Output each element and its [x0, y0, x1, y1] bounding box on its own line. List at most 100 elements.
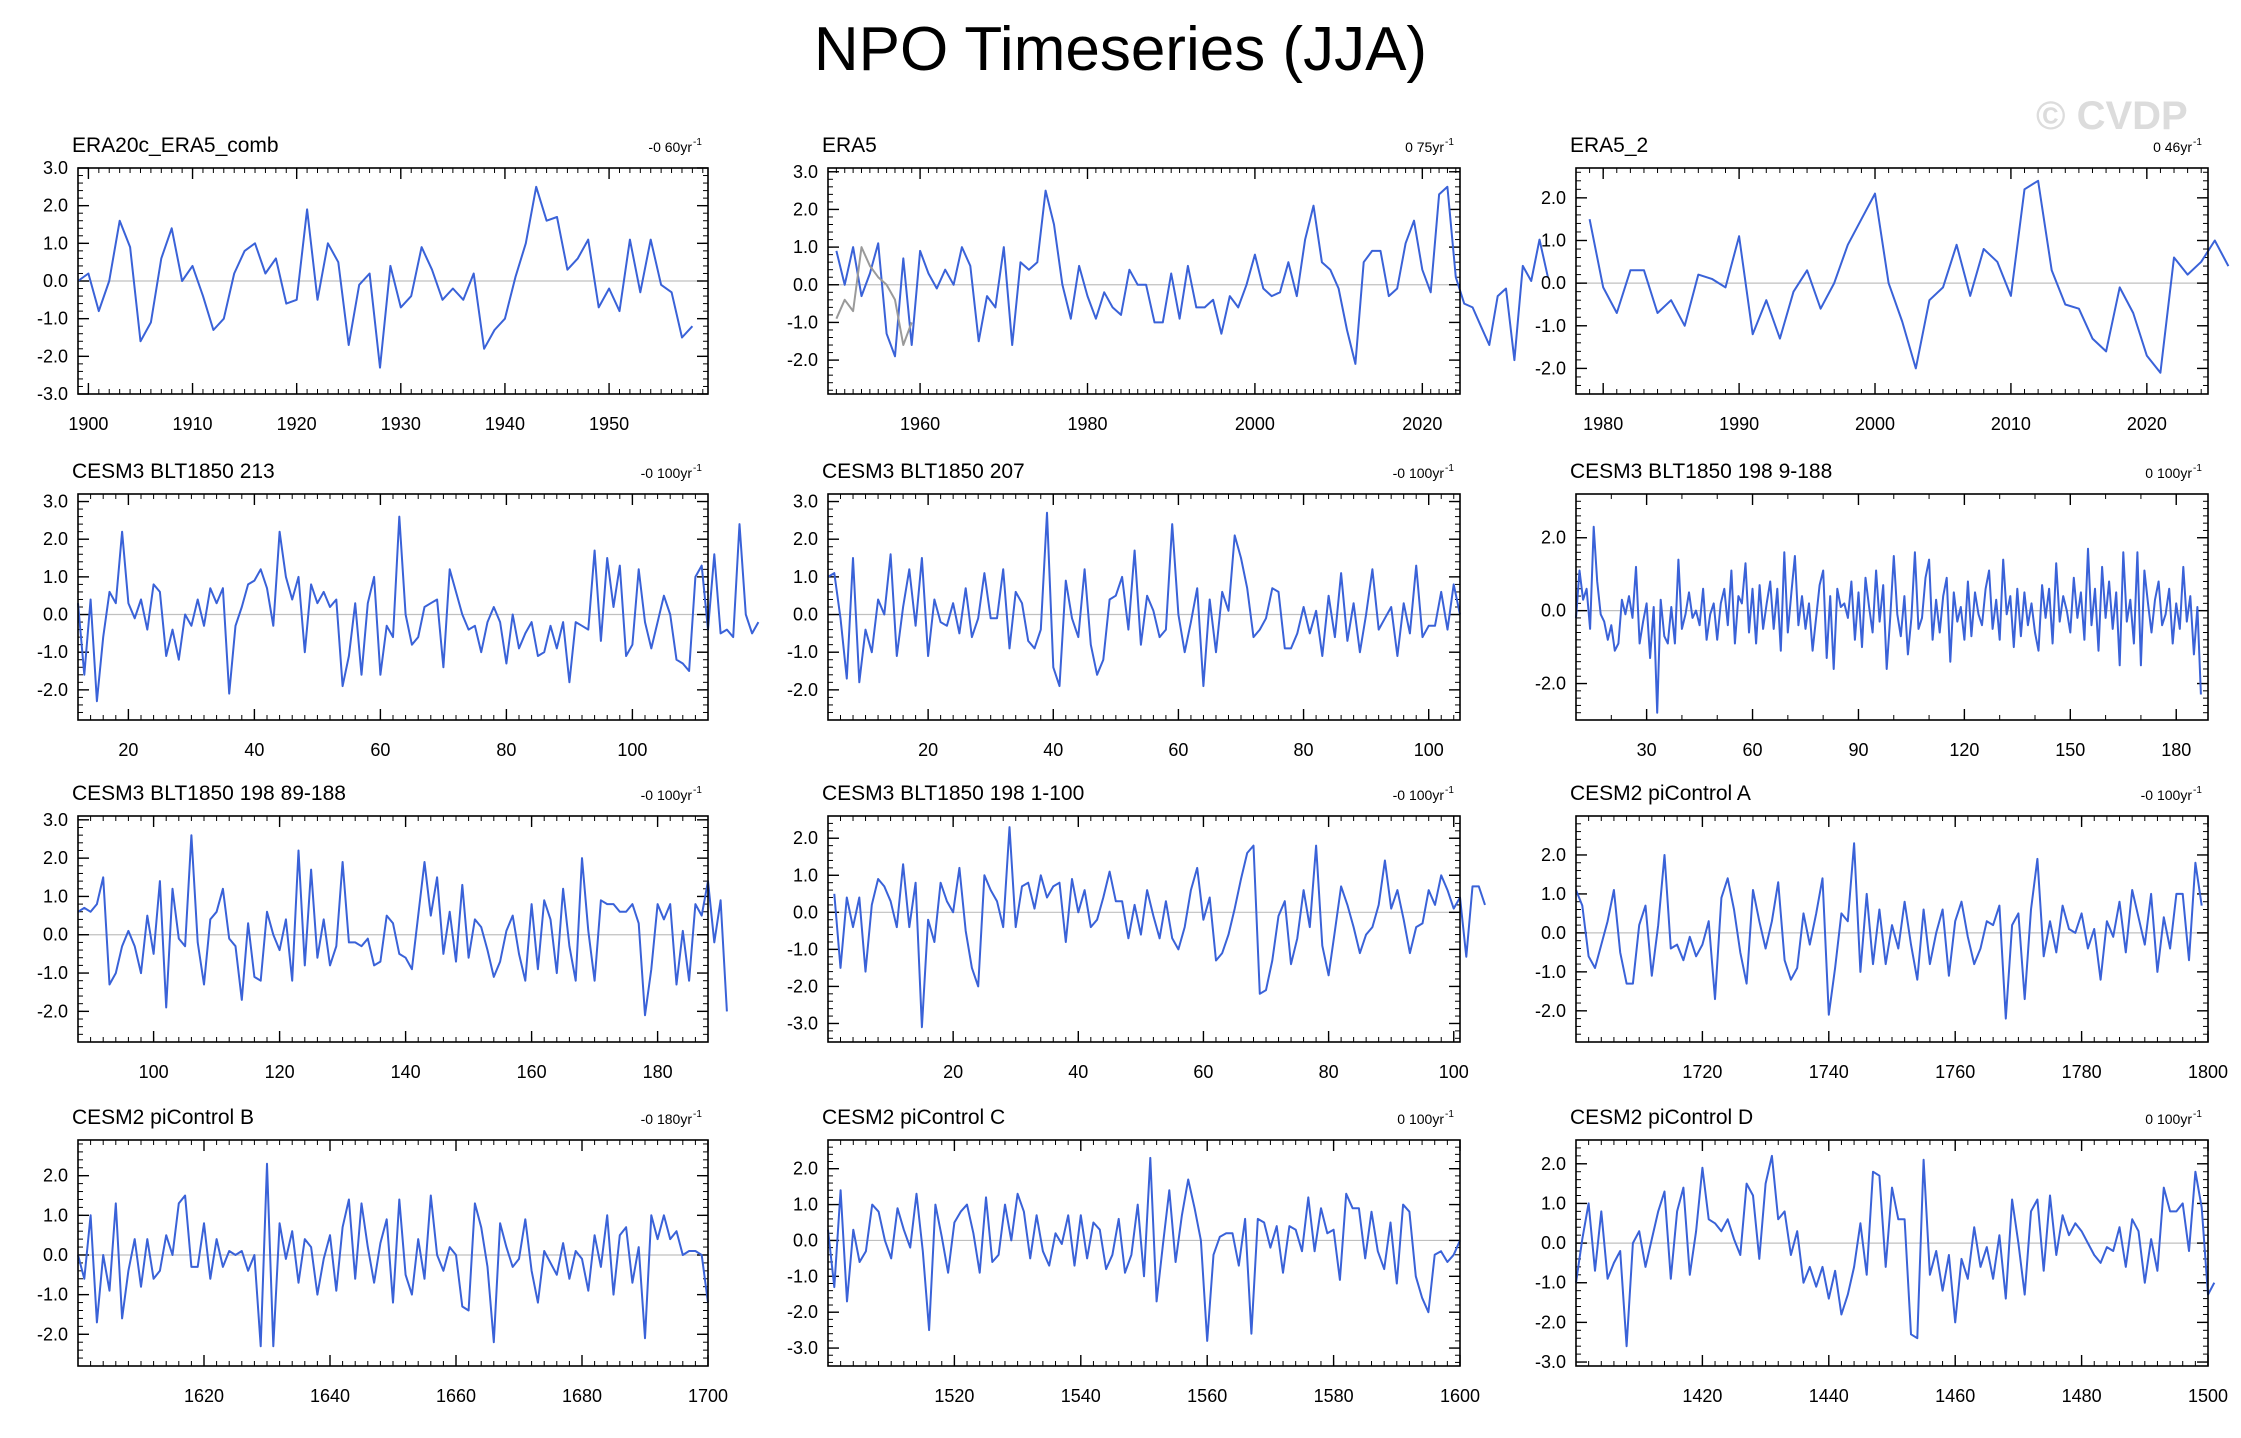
- y-tick-label: 2.0: [1541, 1154, 1566, 1174]
- series-line-era5: [835, 185, 1549, 365]
- y-tick-label: -2.0: [37, 1324, 68, 1344]
- y-tick-label: 2.0: [793, 1159, 818, 1179]
- x-tick-label: 80: [1294, 740, 1314, 760]
- panel-title: CESM2 piControl C: [822, 1106, 1005, 1129]
- y-tick-label: 2.0: [1541, 528, 1566, 548]
- plot-frame: [77, 167, 709, 395]
- panel-11: CESM2 piControl D 0 100yr -1 1420 1440 1460 14…: [1535, 1106, 2228, 1406]
- y-tick-label: -3.0: [787, 1013, 818, 1033]
- y-tick-label: 1.0: [793, 567, 818, 587]
- panel-5: CESM3 BLT1850 198 9-188 0 100yr -1 30 60 90 12…: [1535, 460, 2209, 760]
- y-tick-label: -2.0: [1535, 1312, 1566, 1332]
- trend-superscript: -1: [693, 137, 702, 148]
- panel-2: ERA5_2 0 46yr -1 1980 1990 2000 2010 2020 2.0 1.0…: [1535, 134, 2230, 434]
- plot-frame: [827, 493, 1461, 721]
- y-tick-label: -2.0: [1535, 1001, 1566, 1021]
- plot-frame: [1575, 167, 2209, 395]
- x-tick-label: 1930: [381, 414, 421, 434]
- x-tick-label: 1950: [589, 414, 629, 434]
- y-tick-label: -1.0: [1535, 1273, 1566, 1293]
- x-tick-label: 1500: [2188, 1386, 2228, 1406]
- x-tick-label: 120: [1949, 740, 1979, 760]
- y-tick-label: 2.0: [43, 196, 68, 216]
- x-tick-label: 140: [391, 1062, 421, 1082]
- x-tick-label: 1420: [1682, 1386, 1722, 1406]
- y-tick-label: 1.0: [793, 1195, 818, 1215]
- y-tick-label: 1.0: [793, 237, 818, 257]
- trend-superscript: -1: [2193, 463, 2202, 474]
- x-tick-label: 1910: [173, 414, 213, 434]
- y-tick-label: 0.0: [1541, 601, 1566, 621]
- y-tick-label: 2.0: [793, 828, 818, 848]
- trend-label: -0 100yr: [641, 787, 693, 803]
- series-line-npo: [827, 511, 1461, 688]
- series-line-npo: [1575, 1154, 2216, 1348]
- x-tick-label: 1700: [688, 1386, 728, 1406]
- x-tick-label: 1640: [310, 1386, 350, 1406]
- y-tick-label: 0.0: [1541, 923, 1566, 943]
- trend-label: 0 100yr: [2145, 1111, 2192, 1127]
- series-line-npo: [77, 515, 760, 703]
- plot-frame: [77, 815, 709, 1043]
- y-tick-label: -2.0: [37, 346, 68, 366]
- panel-0: ERA20c_ERA5_comb -0 60yr -1 1900 1910 1920 193…: [37, 134, 709, 434]
- x-tick-label: 2020: [2127, 414, 2167, 434]
- y-tick-label: -3.0: [787, 1338, 818, 1358]
- x-tick-label: 40: [244, 740, 264, 760]
- panel-6: CESM3 BLT1850 198 89-188 -0 100yr -1 100 120…: [37, 782, 728, 1082]
- y-tick-label: 1.0: [1541, 230, 1566, 250]
- x-tick-label: 40: [1043, 740, 1063, 760]
- trend-label: -0 100yr: [2141, 787, 2193, 803]
- x-tick-label: 1480: [2062, 1386, 2102, 1406]
- y-tick-label: 1.0: [793, 865, 818, 885]
- y-tick-label: -1.0: [1535, 962, 1566, 982]
- x-tick-label: 60: [1168, 740, 1188, 760]
- y-tick-label: 3.0: [793, 492, 818, 512]
- x-tick-label: 20: [943, 1062, 963, 1082]
- y-tick-label: 0.0: [793, 275, 818, 295]
- y-tick-label: 3.0: [793, 162, 818, 182]
- trend-label: -0 100yr: [641, 465, 693, 481]
- x-tick-label: 1560: [1187, 1386, 1227, 1406]
- x-tick-label: 2000: [1855, 414, 1895, 434]
- y-tick-label: -3.0: [37, 384, 68, 404]
- y-tick-label: -1.0: [37, 1285, 68, 1305]
- y-tick-label: 2.0: [1541, 188, 1566, 208]
- series-line-npo: [1588, 179, 2230, 374]
- x-tick-label: 20: [118, 740, 138, 760]
- x-tick-label: 1680: [562, 1386, 602, 1406]
- trend-label: -0 100yr: [1393, 465, 1445, 481]
- y-tick-label: 1.0: [43, 567, 68, 587]
- trend-label: -0 180yr: [641, 1111, 693, 1127]
- panel-title: CESM3 BLT1850 213: [72, 460, 275, 483]
- panel-title: ERA5: [822, 134, 877, 157]
- plot-frame: [1575, 815, 2209, 1043]
- y-tick-label: -3.0: [1535, 1352, 1566, 1372]
- plot-frame: [827, 1139, 1461, 1367]
- y-tick-label: 0.0: [793, 605, 818, 625]
- x-tick-label: 100: [1414, 740, 1444, 760]
- series-line-npo: [77, 834, 728, 1017]
- panel-title: CESM2 piControl A: [1570, 782, 1751, 805]
- x-tick-label: 80: [496, 740, 516, 760]
- panel-title: CESM3 BLT1850 198 9-188: [1570, 460, 1832, 483]
- y-tick-label: 2.0: [793, 529, 818, 549]
- y-tick-label: 3.0: [43, 810, 68, 830]
- series-line-npo: [77, 185, 694, 369]
- y-tick-label: 2.0: [1541, 845, 1566, 865]
- x-tick-label: 1440: [1809, 1386, 1849, 1406]
- y-tick-label: -2.0: [37, 680, 68, 700]
- x-tick-label: 1760: [1935, 1062, 1975, 1082]
- y-tick-label: 0.0: [1541, 1233, 1566, 1253]
- x-tick-label: 20: [918, 740, 938, 760]
- x-tick-label: 1800: [2188, 1062, 2228, 1082]
- plot-frame: [1575, 1139, 2209, 1367]
- y-tick-label: 0.0: [43, 925, 68, 945]
- y-tick-label: 3.0: [43, 158, 68, 178]
- x-tick-label: 1960: [900, 414, 940, 434]
- panel-title: CESM3 BLT1850 198 1-100: [822, 782, 1084, 805]
- y-tick-label: -2.0: [787, 976, 818, 996]
- panel-4: CESM3 BLT1850 207 -0 100yr -1 20 40 60 80 100 3.…: [787, 460, 1461, 760]
- panel-title: CESM3 BLT1850 198 89-188: [72, 782, 346, 805]
- page-title: NPO Timeseries (JJA): [813, 15, 1428, 84]
